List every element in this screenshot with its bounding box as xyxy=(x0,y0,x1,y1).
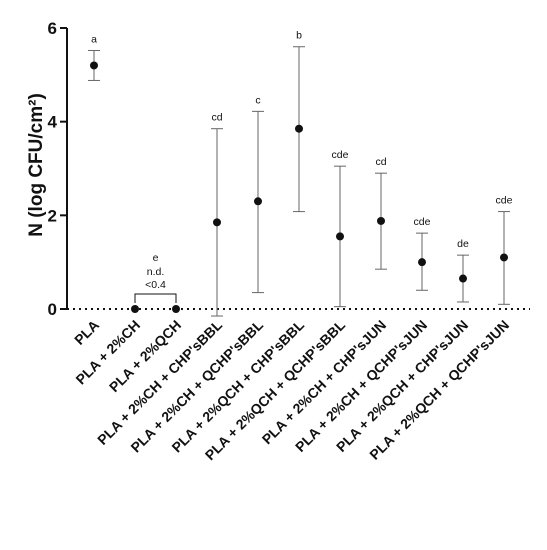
data-point xyxy=(500,253,508,262)
data-points xyxy=(90,61,508,313)
data-point xyxy=(336,232,344,241)
significance-letter: b xyxy=(296,30,302,42)
significance-letter: cd xyxy=(211,112,222,124)
y-axis: 0 2 4 6 xyxy=(48,19,68,319)
not-detected-annotation: n.d. <0.4 xyxy=(134,266,177,303)
data-point xyxy=(172,305,180,313)
significance-letter: c xyxy=(255,94,260,106)
data-point xyxy=(459,274,467,283)
data-point xyxy=(295,124,303,133)
data-point xyxy=(377,216,385,225)
significance-letter: cde xyxy=(414,216,431,228)
data-point xyxy=(90,61,98,70)
category-label: PLA + 2%QCH xyxy=(106,317,184,395)
significance-letters: a cd c b cde cd cde de cde e xyxy=(91,30,513,264)
data-point xyxy=(418,258,426,267)
y-tick-label: 2 xyxy=(48,206,57,225)
significance-letter: cde xyxy=(496,195,513,207)
y-tick-label: 4 xyxy=(48,113,58,132)
significance-letter: e xyxy=(153,252,159,264)
nd-bracket xyxy=(134,293,177,303)
y-axis-label: N (log CFU/cm²) xyxy=(26,93,47,237)
category-label: PLA xyxy=(71,317,102,348)
significance-letter: cde xyxy=(332,149,349,161)
data-point xyxy=(213,218,221,227)
data-point xyxy=(131,305,139,313)
data-point xyxy=(254,197,262,206)
nd-label: n.d. xyxy=(147,266,165,278)
y-tick-label: 6 xyxy=(48,19,57,38)
y-tick-label: 0 xyxy=(48,300,57,319)
nd-limit-label: <0.4 xyxy=(145,279,166,291)
significance-letter: a xyxy=(91,33,97,45)
significance-letter: de xyxy=(457,238,469,250)
significance-letter: cd xyxy=(375,156,386,168)
